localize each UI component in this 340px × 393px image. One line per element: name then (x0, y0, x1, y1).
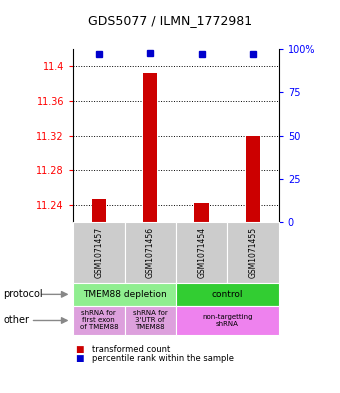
Bar (246, 136, 260, 222)
Text: GDS5077 / ILMN_1772981: GDS5077 / ILMN_1772981 (88, 15, 252, 28)
Text: protocol: protocol (3, 289, 43, 299)
Bar (91, 199, 106, 222)
Text: other: other (3, 316, 29, 325)
Text: GSM1071454: GSM1071454 (197, 227, 206, 278)
Text: shRNA for
3'UTR of
TMEM88: shRNA for 3'UTR of TMEM88 (133, 310, 168, 331)
Text: GSM1071457: GSM1071457 (94, 227, 103, 278)
Bar (194, 203, 209, 222)
Text: GSM1071456: GSM1071456 (146, 227, 155, 278)
Text: non-targetting
shRNA: non-targetting shRNA (202, 314, 253, 327)
Text: GSM1071455: GSM1071455 (249, 227, 258, 278)
Text: ■: ■ (75, 354, 83, 363)
Text: transformed count: transformed count (92, 345, 170, 354)
Text: percentile rank within the sample: percentile rank within the sample (92, 354, 234, 363)
Text: TMEM88 depletion: TMEM88 depletion (83, 290, 166, 299)
Text: control: control (211, 290, 243, 299)
Text: ■: ■ (75, 345, 83, 354)
Text: shRNA for
first exon
of TMEM88: shRNA for first exon of TMEM88 (80, 310, 118, 331)
Bar (143, 73, 157, 222)
